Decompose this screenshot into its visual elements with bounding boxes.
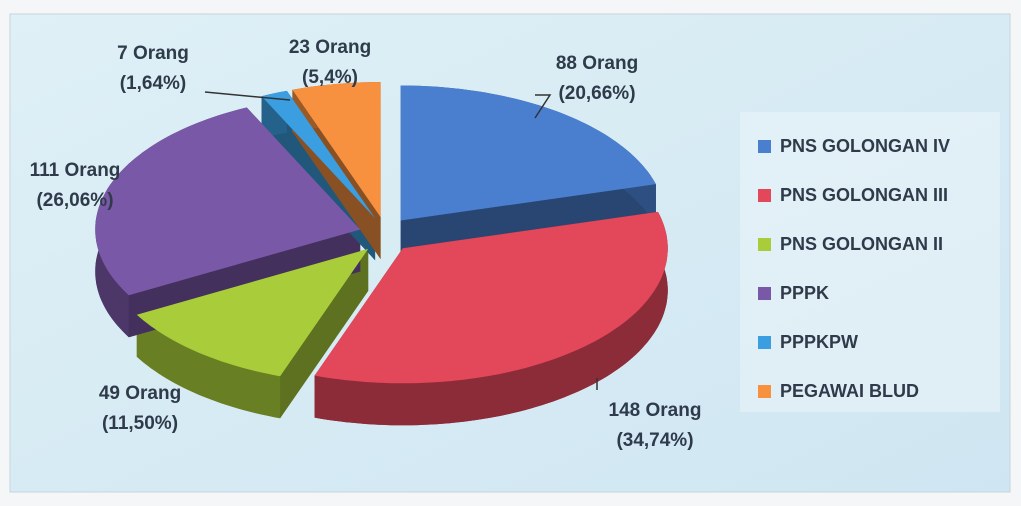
legend-swatch <box>758 336 771 349</box>
data-label: 23 Orang <box>289 37 371 58</box>
legend-label: PEGAWAI BLUD <box>780 381 919 401</box>
legend-swatch <box>758 238 771 251</box>
data-label: 148 Orang <box>609 400 702 421</box>
data-label: 49 Orang <box>99 383 181 404</box>
slice <box>261 90 376 219</box>
data-label: 111 Orang <box>30 160 121 181</box>
legend-swatch <box>758 189 771 202</box>
data-label: (26,06%) <box>36 190 113 211</box>
data-label: (34,74%) <box>616 430 693 451</box>
legend-label: PNS GOLONGAN III <box>780 185 948 205</box>
slice <box>314 211 668 384</box>
data-label: (1,64%) <box>120 73 187 94</box>
legend-swatch <box>758 385 771 398</box>
leader-line <box>534 94 552 119</box>
legend-swatch <box>758 287 771 300</box>
slice <box>95 107 361 296</box>
legend-label: PNS GOLONGAN II <box>780 234 943 254</box>
leader-line <box>204 91 291 101</box>
legend-label: PPPK <box>780 283 829 303</box>
data-label: 88 Orang <box>556 53 638 74</box>
legend-swatch <box>758 140 771 153</box>
slice-side <box>314 211 668 426</box>
slice <box>136 248 369 377</box>
slice <box>400 85 656 221</box>
legend-label: PPPKPW <box>780 332 858 352</box>
data-label: (20,66%) <box>558 83 635 104</box>
data-label: 7 Orang <box>117 43 189 64</box>
slice <box>292 82 381 218</box>
legend-label: PNS GOLONGAN IV <box>780 136 950 156</box>
legend-box <box>740 112 1000 412</box>
data-label: (5,4%) <box>302 67 358 88</box>
data-label: (11,50%) <box>102 413 178 434</box>
slice-side <box>136 314 281 419</box>
